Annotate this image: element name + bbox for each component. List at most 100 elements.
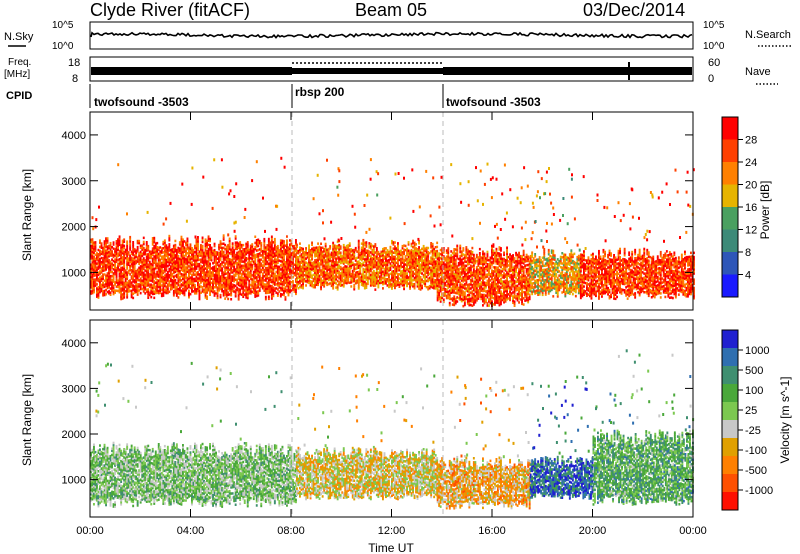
heatmap-cell (178, 272, 181, 275)
heatmap-cell (194, 261, 196, 264)
heatmap-cell (127, 271, 130, 275)
heatmap-cell (329, 245, 332, 248)
heatmap-cell (186, 264, 189, 267)
heatmap-cell (369, 177, 372, 181)
heatmap-cell (157, 254, 160, 258)
heatmap-cell (142, 242, 145, 246)
heatmap-cell (166, 254, 169, 257)
heatmap-cell (174, 256, 177, 259)
heatmap-cell (112, 247, 115, 250)
heatmap-cell (126, 292, 129, 295)
heatmap-cell (156, 281, 159, 284)
heatmap-cell (160, 261, 163, 265)
heatmap-cell (195, 271, 198, 274)
heatmap-cell (195, 273, 198, 276)
heatmap-cell (120, 262, 123, 266)
heatmap-cell (168, 257, 171, 260)
heatmap-cell (178, 288, 181, 292)
heatmap-cell (123, 294, 126, 297)
heatmap-cell (111, 254, 113, 257)
heatmap-cell (185, 262, 187, 265)
heatmap-cell (99, 264, 101, 267)
heatmap-cell (163, 278, 166, 281)
heatmap-cell (141, 258, 144, 262)
heatmap-cell (93, 288, 95, 292)
heatmap-cell (99, 253, 101, 257)
heatmap-cell (111, 258, 113, 261)
frequency-panel-frame (89, 56, 694, 82)
heatmap-cell (129, 281, 132, 284)
heatmap-cell (97, 279, 100, 283)
heatmap-cell (174, 270, 177, 274)
heatmap-cell (120, 271, 123, 274)
heatmap-cell (175, 286, 178, 289)
heatmap-cell (165, 217, 168, 221)
frequency-tick-top: 18 (68, 57, 80, 69)
heatmap-cell (422, 244, 425, 248)
heatmap-cell (456, 300, 459, 303)
heatmap-cell (186, 268, 189, 271)
heatmap-cell (96, 274, 98, 278)
heatmap-cell (162, 255, 165, 258)
heatmap-cell (141, 267, 144, 270)
heatmap-cell (204, 261, 207, 264)
heatmap-cell (94, 253, 97, 256)
heatmap-cell (191, 265, 193, 268)
heatmap-cell (182, 254, 184, 258)
heatmap-cell (123, 259, 126, 262)
heatmap-cell (166, 250, 169, 253)
heatmap-cell (150, 271, 153, 274)
heatmap-cell (207, 235, 210, 238)
heatmap-cell (192, 253, 195, 256)
heatmap-cell (177, 281, 180, 285)
heatmap-cell (183, 265, 186, 268)
heatmap-cell (203, 288, 205, 292)
heatmap-cell (200, 275, 202, 278)
heatmap-cell (169, 273, 172, 277)
heatmap-cell (186, 276, 189, 280)
heatmap-cell (123, 257, 126, 260)
heatmap-cell (108, 271, 110, 274)
heatmap-cell (135, 272, 138, 275)
heatmap-cell (93, 284, 95, 288)
heatmap-cell (109, 287, 112, 290)
heatmap-cell (188, 273, 190, 276)
heatmap-cell (124, 252, 127, 256)
heatmap-cell (186, 270, 189, 273)
heatmap-cell (108, 279, 110, 283)
heatmap-cell (94, 241, 97, 244)
heatmap-cell (96, 276, 98, 280)
heatmap-cell (97, 255, 100, 258)
heatmap-cell (141, 246, 144, 249)
heatmap-cell (133, 287, 136, 290)
heatmap-cell (132, 247, 135, 250)
heatmap-cell (174, 239, 177, 243)
heatmap-cell (91, 252, 94, 256)
heatmap-cell (121, 243, 124, 247)
heatmap-cell (157, 275, 160, 278)
heatmap-cell (206, 289, 208, 292)
heatmap-cell (171, 250, 174, 253)
heatmap-cell (206, 297, 208, 300)
heatmap-cell (111, 250, 113, 253)
heatmap-cell (189, 278, 192, 281)
heatmap-cell (129, 244, 132, 247)
heatmap-cell (305, 284, 307, 287)
heatmap-cell (130, 264, 133, 268)
heatmap-cell (180, 266, 183, 270)
heatmap-cell (105, 243, 107, 246)
heatmap-cell (160, 265, 163, 269)
heatmap-cell (130, 258, 133, 262)
heatmap-cell (136, 283, 139, 286)
cpid-panel: CPID twofsound -3503 rbsp 200 twofsound … (6, 84, 541, 109)
heatmap-cell (145, 255, 148, 258)
heatmap-cell (126, 212, 128, 216)
heatmap-cell (139, 285, 142, 289)
heatmap-cell (120, 275, 123, 278)
heatmap-cell (132, 296, 135, 300)
heatmap-cell (93, 257, 95, 261)
heatmap-cell (90, 240, 92, 244)
heatmap-cell (338, 180, 341, 184)
heatmap-cell (118, 239, 121, 242)
heatmap-cell (100, 285, 103, 289)
